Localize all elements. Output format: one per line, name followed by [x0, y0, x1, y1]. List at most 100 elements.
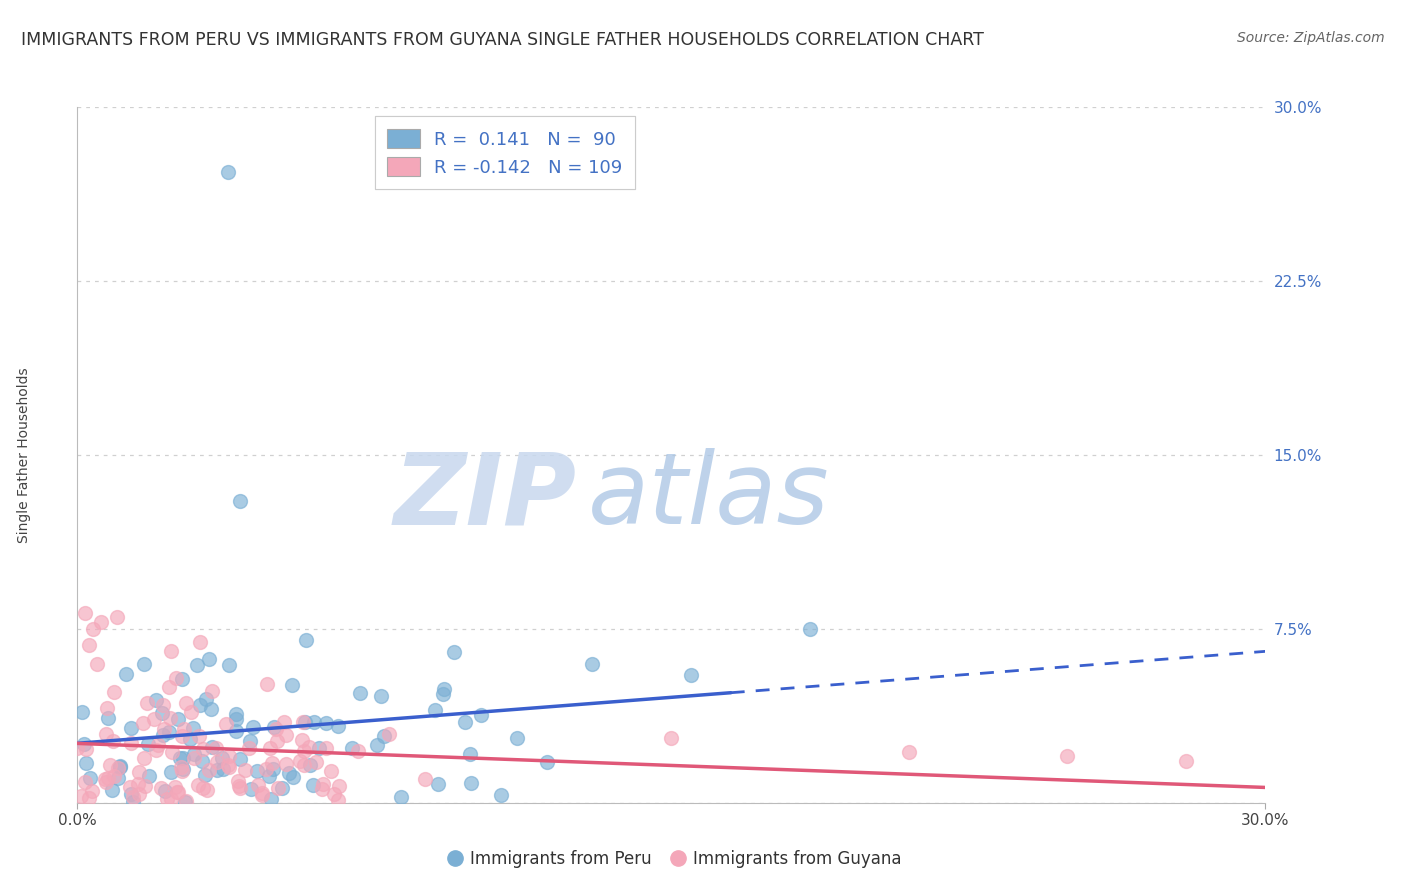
Point — [183, 751, 205, 765]
Point — [681, 668, 703, 682]
Point — [145, 743, 167, 757]
Point — [169, 751, 191, 765]
Point — [186, 658, 208, 673]
Point — [264, 722, 287, 736]
Point — [228, 494, 250, 508]
Point — [799, 622, 821, 636]
Point — [157, 680, 180, 694]
Point — [211, 763, 233, 777]
Point — [273, 715, 295, 730]
Point — [218, 658, 240, 673]
Point — [191, 754, 214, 768]
Point — [79, 771, 101, 785]
Point — [66, 741, 89, 756]
Point — [292, 757, 315, 772]
Point — [238, 741, 260, 756]
Point — [250, 786, 273, 800]
Point — [370, 689, 392, 703]
Point — [470, 708, 492, 723]
Legend: R =  0.141   N =  90, R = -0.142   N = 109: R = 0.141 N = 90, R = -0.142 N = 109 — [375, 116, 636, 189]
Point — [155, 784, 177, 798]
Point — [283, 770, 305, 784]
Point — [120, 787, 142, 801]
Point — [127, 777, 149, 791]
Point — [233, 763, 256, 777]
Point — [136, 696, 159, 710]
Point — [315, 715, 337, 730]
Point — [260, 756, 283, 771]
Point — [201, 740, 224, 755]
Point — [180, 705, 202, 719]
Point — [120, 780, 142, 794]
Text: atlas: atlas — [588, 448, 830, 545]
Point — [898, 745, 921, 759]
Point — [217, 758, 239, 772]
Text: Single Father Households: Single Father Households — [17, 368, 31, 542]
Point — [225, 723, 247, 738]
Point — [263, 720, 285, 734]
Point — [156, 791, 179, 805]
Point — [443, 645, 465, 659]
Point — [103, 769, 125, 783]
Point — [247, 778, 270, 792]
Text: IMMIGRANTS FROM PERU VS IMMIGRANTS FROM GUYANA SINGLE FATHER HOUSEHOLDS CORRELAT: IMMIGRANTS FROM PERU VS IMMIGRANTS FROM … — [21, 31, 984, 49]
Point — [190, 634, 212, 648]
Point — [174, 696, 197, 710]
Point — [77, 790, 100, 805]
Point — [228, 779, 250, 793]
Point — [308, 741, 330, 756]
Point — [107, 761, 129, 775]
Point — [432, 687, 454, 701]
Point — [489, 788, 512, 802]
Point — [152, 728, 174, 742]
Point — [266, 734, 288, 748]
Point — [75, 756, 97, 770]
Point — [207, 755, 229, 769]
Point — [225, 706, 247, 721]
Point — [152, 698, 174, 712]
Point — [96, 771, 118, 785]
Point — [187, 779, 209, 793]
Point — [134, 779, 156, 793]
Point — [229, 781, 252, 796]
Point — [378, 727, 401, 741]
Point — [389, 789, 412, 804]
Point — [90, 615, 112, 629]
Point — [167, 712, 190, 726]
Point — [198, 651, 221, 665]
Point — [536, 755, 558, 769]
Point — [172, 672, 194, 686]
Point — [1175, 754, 1198, 768]
Point — [246, 764, 269, 779]
Point — [153, 723, 176, 737]
Point — [347, 744, 370, 758]
Point — [298, 740, 321, 755]
Point — [458, 747, 481, 761]
Point — [254, 763, 277, 777]
Point — [229, 752, 252, 766]
Point — [304, 715, 326, 730]
Point — [256, 677, 278, 691]
Point — [73, 737, 96, 751]
Point — [328, 779, 350, 793]
Point — [321, 764, 343, 778]
Point — [305, 756, 328, 770]
Point — [75, 741, 97, 756]
Point — [159, 644, 181, 658]
Point — [239, 733, 262, 747]
Point — [315, 740, 337, 755]
Point — [281, 678, 304, 692]
Point — [145, 693, 167, 707]
Point — [160, 745, 183, 759]
Point — [218, 748, 240, 763]
Point — [301, 778, 323, 792]
Point — [311, 781, 333, 796]
Point — [276, 728, 298, 742]
Point — [326, 793, 349, 807]
Point — [173, 722, 195, 736]
Point — [218, 760, 240, 774]
Point — [110, 760, 132, 774]
Point — [274, 756, 297, 771]
Point — [103, 685, 125, 699]
Point — [170, 760, 193, 774]
